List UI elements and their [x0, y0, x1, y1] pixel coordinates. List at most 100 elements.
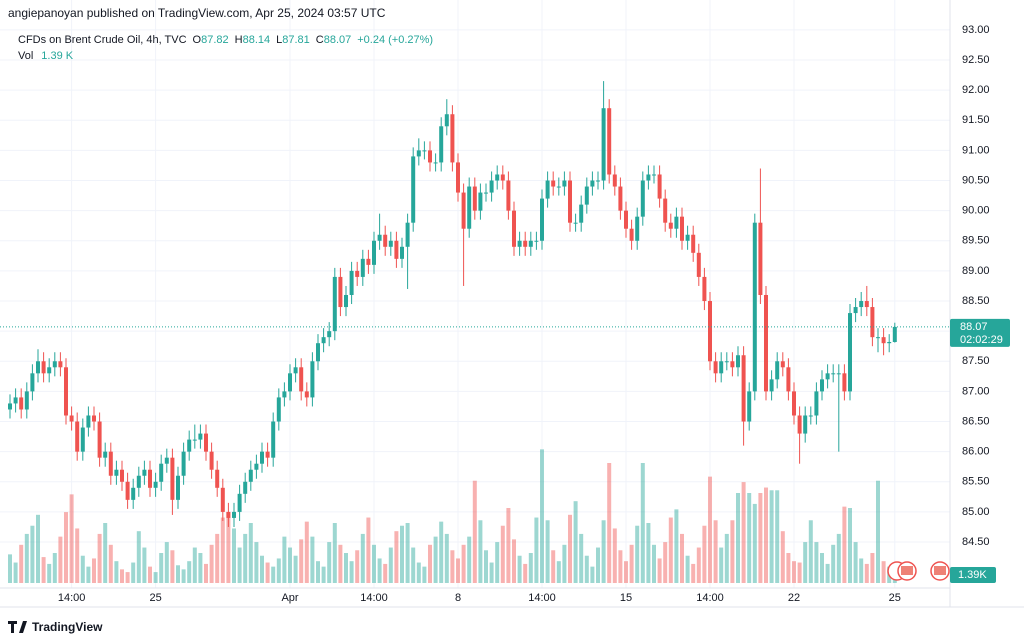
volume-bar	[394, 531, 399, 583]
volume-bar	[528, 553, 533, 583]
candle-body	[80, 427, 85, 452]
x-tick-label: 25	[889, 592, 901, 604]
candle-body	[36, 361, 40, 374]
volume-bar	[635, 525, 640, 583]
close-label: C	[316, 34, 324, 46]
candle-body	[556, 186, 561, 188]
volume-bar	[52, 553, 57, 583]
volume-bar	[444, 533, 449, 583]
volume-bar	[428, 544, 432, 583]
candle-body	[708, 301, 712, 362]
candle-body	[758, 222, 763, 295]
candle-body	[601, 108, 606, 181]
volume-bar	[685, 555, 690, 583]
candle-body	[293, 367, 298, 374]
volume-bar	[226, 512, 231, 583]
candle-body	[752, 222, 757, 392]
candle-body	[41, 361, 46, 374]
candle-body	[685, 234, 690, 241]
volume-bar	[288, 547, 292, 583]
candle-body	[8, 403, 12, 410]
volume-bar	[741, 482, 746, 583]
candle-body	[534, 240, 539, 242]
volume-bar	[327, 542, 332, 583]
candle-body	[775, 361, 780, 380]
candle-body	[232, 511, 236, 518]
x-tick-label: Apr	[281, 592, 298, 604]
candle-body	[545, 180, 550, 199]
candle-body	[568, 180, 572, 223]
candle-body	[164, 457, 169, 464]
candle-body	[713, 361, 718, 374]
candle-body	[377, 234, 382, 241]
candle-body	[204, 433, 208, 452]
volume-bar	[775, 490, 780, 583]
candle-body	[92, 415, 96, 422]
volume-bar	[372, 544, 376, 583]
volume-bar	[752, 503, 757, 583]
volume-bar	[220, 517, 225, 583]
volume-value: 1.39 K	[41, 50, 73, 62]
volume-bar	[125, 572, 130, 583]
volume-bar	[601, 520, 606, 583]
published-note: angiepanoyan published on TradingView.co…	[8, 6, 386, 20]
candle-body	[506, 180, 511, 211]
volume-bar	[41, 557, 46, 583]
volume-bar	[433, 536, 438, 583]
volume-bar	[842, 506, 847, 583]
volume-bar	[456, 558, 460, 583]
volume-bar	[814, 542, 819, 583]
candle-body	[215, 469, 220, 488]
candle-body	[288, 373, 292, 392]
volume-bar	[713, 520, 718, 583]
volume-bar	[97, 533, 102, 583]
change-value: +0.24 (+0.27%)	[357, 34, 433, 46]
volume-bar	[551, 550, 556, 583]
volume-bar	[786, 553, 791, 583]
high-value: 88.14	[243, 34, 271, 46]
volume-bar	[36, 514, 40, 583]
y-tick-label: 88.50	[962, 295, 990, 307]
x-tick-label: 14:00	[360, 592, 388, 604]
candle-body	[456, 162, 460, 193]
volume-bar	[769, 490, 774, 583]
candle-body	[764, 294, 768, 392]
footer-logo: TradingView	[8, 620, 103, 634]
candle-body	[472, 186, 477, 211]
low-value: 87.81	[282, 34, 310, 46]
y-tick-label: 84.50	[962, 536, 990, 548]
event-icons	[887, 561, 950, 581]
volume-bar	[30, 525, 35, 583]
candle-body	[97, 421, 102, 458]
x-tick-label: 14:00	[696, 592, 724, 604]
candle-body	[198, 433, 203, 440]
candle-body	[159, 463, 164, 482]
candle-body	[579, 204, 584, 223]
flag-icon	[901, 566, 913, 575]
volume-bar	[523, 563, 528, 583]
candle-body	[573, 222, 578, 224]
volume-bar	[590, 566, 595, 583]
candle-body	[170, 457, 175, 500]
volume-bar	[747, 493, 752, 583]
volume-bar	[187, 561, 192, 583]
x-tick-label: 14:00	[528, 592, 556, 604]
volume-bar	[702, 525, 707, 583]
volume-bar	[349, 561, 354, 583]
y-tick-label: 87.00	[962, 385, 990, 397]
volume-tag: 1.39K	[958, 569, 987, 581]
x-tick-label: 14:00	[58, 592, 86, 604]
volume-bar	[730, 520, 735, 583]
volume-bar	[142, 547, 147, 583]
candle-body	[86, 415, 91, 428]
legend-ohlc: CFDs on Brent Crude Oil, 4h, TVC O87.82 H8…	[18, 34, 433, 46]
volume-bar	[176, 565, 180, 583]
y-tick-label: 85.00	[962, 506, 990, 518]
volume-bar	[836, 533, 841, 583]
candle-body	[388, 240, 393, 247]
candle-body	[114, 469, 119, 476]
y-tick-label: 89.50	[962, 235, 990, 247]
volume-bar	[64, 512, 68, 583]
volume-bar	[792, 561, 796, 583]
volume-bar	[573, 501, 578, 583]
